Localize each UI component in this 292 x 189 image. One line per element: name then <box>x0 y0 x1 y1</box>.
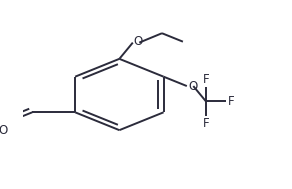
Text: O: O <box>188 80 197 93</box>
Text: F: F <box>228 95 235 108</box>
Text: F: F <box>203 73 209 86</box>
Text: O: O <box>134 35 143 48</box>
Text: O: O <box>0 124 8 137</box>
Text: F: F <box>203 117 209 130</box>
